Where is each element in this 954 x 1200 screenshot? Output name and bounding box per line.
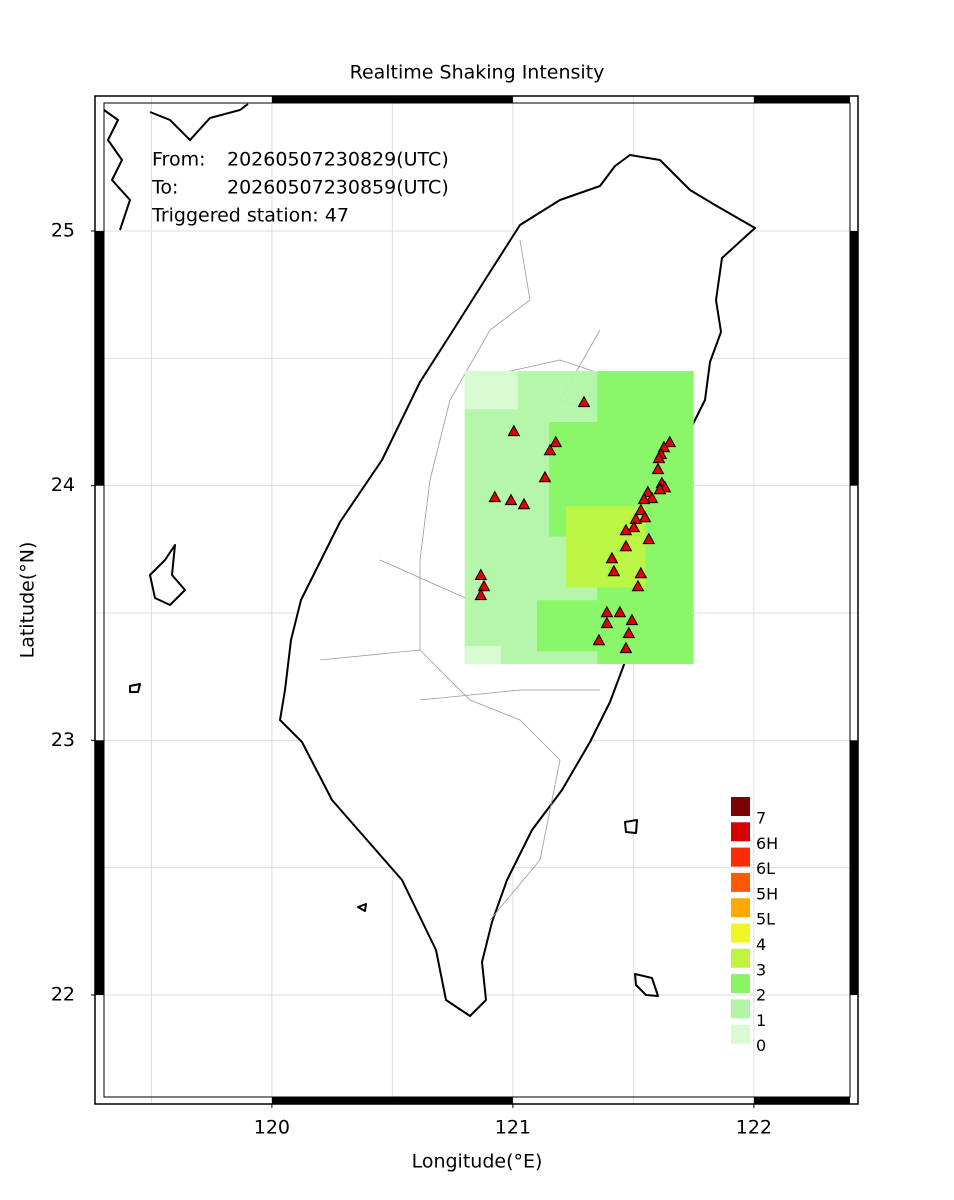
legend-label: 0 (756, 1036, 766, 1055)
legend-swatch (731, 847, 750, 867)
station (642, 532, 656, 545)
frame-bar (753, 1097, 850, 1104)
station (641, 485, 655, 498)
info-label: To: (151, 177, 178, 199)
info-value: 20260507230859(UTC) (227, 177, 449, 199)
info-value: 20260507230829(UTC) (227, 149, 449, 171)
frame-bar (850, 740, 858, 995)
station (631, 579, 645, 592)
intensity-cell (464, 646, 501, 664)
station (600, 616, 614, 629)
station (477, 579, 491, 592)
station (507, 424, 521, 437)
station (637, 492, 651, 505)
station (474, 588, 488, 601)
frame-bar (753, 96, 850, 103)
station (622, 626, 636, 639)
x-tick-label: 120 (254, 1117, 290, 1139)
legend-label: 5L (756, 910, 775, 929)
intensity-cell (536, 600, 598, 652)
station (645, 491, 659, 504)
station (619, 523, 633, 536)
info-text: Triggered station: 47 (151, 205, 349, 227)
x-axis-label: Longitude(°E) (412, 1151, 543, 1173)
station (474, 568, 488, 581)
station (629, 512, 643, 525)
station (634, 503, 648, 516)
station (538, 470, 552, 483)
legend-swatch (731, 797, 750, 816)
penghu (149, 544, 186, 606)
legend-swatch (731, 872, 750, 892)
y-axis-label: Latitude(°N) (17, 542, 39, 659)
x-tick-label: 122 (736, 1117, 772, 1139)
legend-label: 3 (756, 960, 766, 979)
station (625, 613, 639, 626)
station (607, 564, 621, 577)
frame-bar (850, 230, 858, 486)
frame-bar (271, 1097, 513, 1104)
station (619, 641, 633, 654)
legend-label: 6H (756, 834, 778, 853)
mainland-coast (103, 103, 249, 231)
legend-label: 2 (756, 986, 766, 1005)
legend-label: 7 (756, 809, 766, 828)
station (605, 551, 619, 564)
legend-swatch (731, 999, 750, 1019)
x-tick-label: 121 (495, 1117, 531, 1139)
legend-label: 4 (756, 935, 766, 954)
station (577, 395, 591, 408)
station (653, 482, 667, 495)
legend-swatch (731, 923, 750, 943)
stations (474, 395, 677, 654)
station (504, 493, 518, 506)
frame-bar (95, 740, 104, 995)
station (543, 443, 557, 456)
legend-swatch (731, 974, 750, 994)
legend-swatch (731, 822, 750, 842)
station (638, 510, 652, 523)
station (652, 451, 666, 464)
station (619, 539, 633, 552)
station (634, 566, 648, 579)
station (488, 490, 502, 503)
station (517, 497, 531, 510)
y-tick-label: 22 (51, 983, 75, 1005)
legend-swatch (731, 948, 750, 968)
legend-swatch (731, 1024, 750, 1044)
chart-title: Realtime Shaking Intensity (350, 62, 605, 84)
frame-bar (95, 230, 104, 486)
islet (357, 903, 367, 912)
y-tick-label: 23 (51, 729, 75, 751)
legend-swatch (731, 898, 750, 918)
intensity-cell (464, 371, 518, 410)
islet (129, 683, 141, 693)
station (592, 633, 606, 646)
station (627, 520, 641, 533)
station (549, 435, 563, 448)
legend: 7 6H 6L 5H 5L 4 3 2 1 0 (731, 797, 778, 1055)
frame-bar (271, 96, 513, 103)
legend-label: 5H (756, 884, 778, 903)
orchid-island (634, 973, 659, 997)
station (613, 605, 627, 618)
green-island (624, 819, 638, 834)
intensity-layer (464, 371, 694, 664)
station (663, 435, 677, 448)
legend-label: 1 (756, 1011, 766, 1030)
y-tick-label: 25 (51, 219, 75, 241)
station (651, 462, 665, 475)
info-label: From: (152, 149, 205, 171)
y-tick-label: 24 (51, 474, 75, 496)
legend-label: 6L (756, 859, 775, 878)
